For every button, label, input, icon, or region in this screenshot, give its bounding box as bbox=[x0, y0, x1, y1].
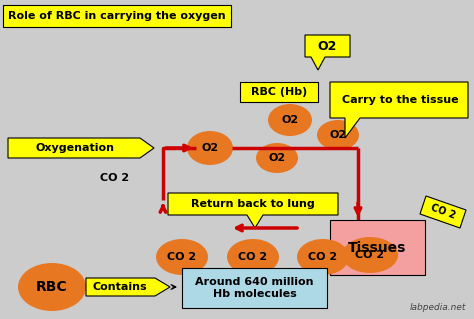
FancyBboxPatch shape bbox=[330, 220, 425, 275]
Text: CO 2: CO 2 bbox=[309, 252, 337, 262]
Text: O2: O2 bbox=[201, 143, 219, 153]
Polygon shape bbox=[168, 193, 338, 228]
Text: CO 2: CO 2 bbox=[100, 173, 129, 183]
Ellipse shape bbox=[342, 237, 398, 273]
Text: CO 2: CO 2 bbox=[167, 252, 197, 262]
FancyBboxPatch shape bbox=[182, 268, 327, 308]
Ellipse shape bbox=[187, 131, 233, 165]
Text: CO 2: CO 2 bbox=[429, 203, 457, 221]
FancyBboxPatch shape bbox=[240, 82, 318, 102]
Text: CO 2: CO 2 bbox=[356, 250, 384, 260]
Ellipse shape bbox=[256, 143, 298, 173]
Text: Role of RBC in carrying the oxygen: Role of RBC in carrying the oxygen bbox=[8, 11, 226, 21]
Text: CO 2: CO 2 bbox=[238, 252, 267, 262]
Text: Return back to lung: Return back to lung bbox=[191, 199, 315, 209]
Ellipse shape bbox=[143, 70, 208, 186]
Ellipse shape bbox=[297, 239, 349, 275]
Text: Oxygenation: Oxygenation bbox=[36, 143, 115, 153]
Text: O2: O2 bbox=[317, 40, 337, 53]
Ellipse shape bbox=[132, 103, 164, 193]
Polygon shape bbox=[305, 35, 350, 70]
Text: O2: O2 bbox=[268, 153, 285, 163]
Text: RBC: RBC bbox=[36, 280, 68, 294]
Text: Contains: Contains bbox=[93, 282, 147, 292]
Polygon shape bbox=[8, 138, 154, 158]
FancyBboxPatch shape bbox=[3, 5, 231, 27]
Ellipse shape bbox=[268, 104, 312, 136]
Text: Carry to the tissue: Carry to the tissue bbox=[342, 95, 458, 105]
Ellipse shape bbox=[227, 239, 279, 275]
Polygon shape bbox=[330, 82, 468, 138]
Text: RBC (Hb): RBC (Hb) bbox=[251, 87, 307, 97]
Ellipse shape bbox=[317, 120, 359, 150]
Ellipse shape bbox=[71, 60, 165, 200]
Text: labpedia.net: labpedia.net bbox=[410, 303, 466, 312]
Polygon shape bbox=[420, 196, 466, 228]
Ellipse shape bbox=[156, 239, 208, 275]
Text: O2: O2 bbox=[329, 130, 346, 140]
Text: Tissues: Tissues bbox=[348, 241, 407, 255]
FancyBboxPatch shape bbox=[138, 30, 154, 85]
Ellipse shape bbox=[18, 263, 86, 311]
Text: Around 640 million
Hb molecules: Around 640 million Hb molecules bbox=[195, 277, 314, 299]
Polygon shape bbox=[86, 278, 170, 296]
Text: O2: O2 bbox=[282, 115, 299, 125]
